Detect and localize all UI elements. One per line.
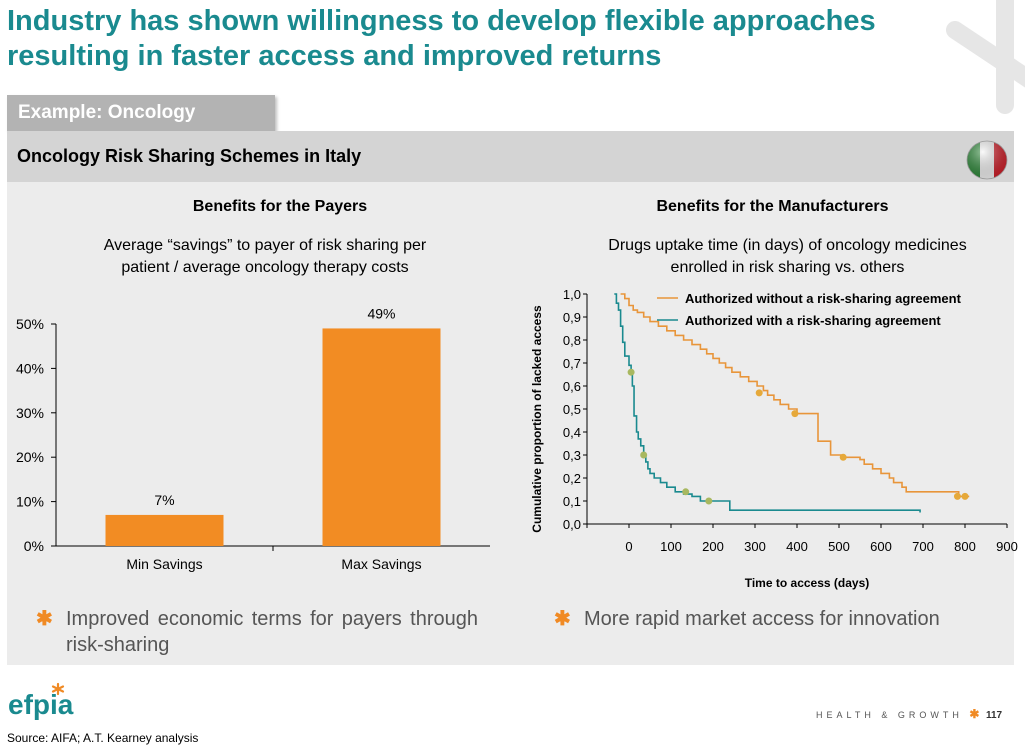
page-title: Industry has shown willingness to develo… [7,4,967,74]
y-tick-label: 0,9 [563,310,581,325]
y-tick-label: 50% [16,316,44,332]
series-marker [640,451,648,459]
y-tick-label: 0,6 [563,379,581,394]
bar-value-label: 49% [367,305,395,321]
y-tick-label: 0,8 [563,333,581,348]
payers-subtitle-line-1: Average “savings” to payer of risk shari… [103,237,427,254]
y-tick-label: 30% [16,405,44,421]
x-tick-label: 100 [660,539,682,554]
panel-header [7,131,1014,182]
series-marker [627,368,635,376]
italy-flag-icon [966,140,1008,180]
x-tick-label: 0 [625,539,632,554]
category-label: Max Savings [341,556,421,572]
x-axis-label: Time to access (days) [745,576,870,590]
y-tick-label: 0,2 [563,471,581,486]
x-tick-label: 300 [744,539,766,554]
page-number: 117 [985,710,1003,721]
payers-bullet-text: Improved economic terms for payers throu… [66,608,478,656]
x-tick-label: 500 [828,539,850,554]
y-tick-label: 0,4 [563,425,581,440]
x-tick-label: 400 [786,539,808,554]
y-tick-label: 20% [16,449,44,465]
asterisk-icon: ✱ [36,608,53,630]
panel-title: Oncology Risk Sharing Schemes in Italy [17,146,362,166]
x-tick-label: 900 [996,539,1018,554]
series-marker [961,492,969,500]
y-tick-label: 10% [16,494,44,510]
series-marker [705,497,713,505]
manufacturers-heading: Benefits for the Manufacturers [656,198,889,215]
series-marker [791,410,799,418]
legend-label-0: Authorized without a risk-sharing agreem… [685,291,962,306]
tagline-text: HEALTH & GROWTH [816,710,963,720]
y-tick-label: 1,0 [563,287,581,302]
payers-heading: Benefits for the Payers [192,198,368,215]
content-panel [7,131,1014,665]
series-marker [755,389,763,397]
x-tick-label: 600 [870,539,892,554]
series-marker [682,488,690,496]
payers-subtitle: Average “savings” to payer of risk shari… [60,235,470,279]
asterisk-icon: ✱ [969,707,980,721]
category-label: Min Savings [126,556,202,572]
y-axis-label: Cumulative proportion of lacked access [530,305,544,533]
y-tick-label: 0% [24,538,44,554]
manufacturers-bullet-text: More rapid market access for innovation [584,608,940,630]
footer-tagline: HEALTH & GROWTH ✱ 117 [816,707,1002,721]
manufacturers-subtitle: Drugs uptake time (in days) of oncology … [560,235,1015,279]
manufacturers-subtitle-line-1: Drugs uptake time (in days) of oncology … [608,237,967,254]
legend-label-1: Authorized with a risk-sharing agreement [685,313,941,328]
efpia-logo: efpia [8,682,74,720]
decorative-asterisk-icon [946,0,1025,114]
y-tick-label: 0,7 [563,356,581,371]
y-tick-label: 0,3 [563,448,581,463]
series-marker [839,453,847,461]
x-tick-label: 200 [702,539,724,554]
y-tick-label: 0,1 [563,494,581,509]
payers-subtitle-line-2: patient / average oncology therapy costs [121,259,409,276]
payers-bullet: ✱ Improved economic terms for payers thr… [36,606,478,658]
series-marker [953,492,961,500]
example-tab: Example: Oncology [7,95,275,131]
x-tick-label: 700 [912,539,934,554]
y-tick-label: 0,5 [563,402,581,417]
bar-min-savings [105,514,224,546]
y-tick-label: 0,0 [563,517,581,532]
manufacturers-subtitle-line-2: enrolled in risk sharing vs. others [670,259,905,276]
bar-max-savings [322,328,441,546]
savings-bar-chart: 0% 10% 20% 30% 40% 50% 7% Min Savings 49% Max Sav… [16,305,490,572]
title-line-1: Industry has shown willingness to develo… [7,5,876,37]
source-note: Source: AIFA; A.T. Kearney analysis [7,731,199,745]
logo-text: efpia [8,689,74,720]
bar-value-label: 7% [154,492,174,508]
title-line-2: resulting in faster access and improved … [7,40,662,72]
y-tick-label: 40% [16,360,44,376]
uptake-line-chart: 0,0 0,1 0,2 0,3 0,4 0,5 0,6 0,7 0,8 0,9 1,0 0 100 200… [530,287,1018,590]
asterisk-icon: ✱ [554,608,571,630]
series-line-0 [620,293,970,498]
x-tick-label: 800 [954,539,976,554]
